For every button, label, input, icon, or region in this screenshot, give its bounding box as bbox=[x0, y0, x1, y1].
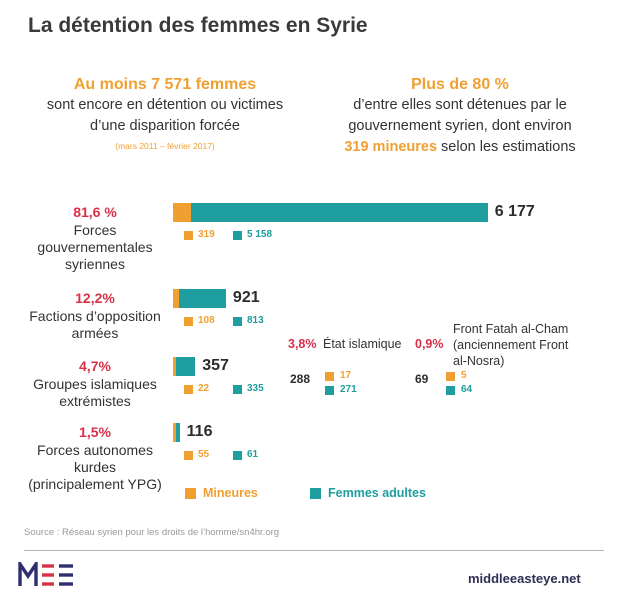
category-label: syriennes bbox=[65, 256, 125, 272]
subgroup-name: al-Nosra) bbox=[453, 354, 505, 368]
subgroup-name: État islamique bbox=[323, 337, 402, 351]
legend-adults-swatch bbox=[310, 488, 321, 499]
page-title: La détention des femmes en Syrie bbox=[28, 14, 368, 37]
minors-count: 22 bbox=[198, 383, 210, 394]
category-percent: 1,5% bbox=[79, 424, 111, 440]
website-link[interactable]: middleeasteye.net bbox=[468, 571, 581, 586]
adults-count: 5 158 bbox=[247, 229, 273, 240]
stat-right-line3: 319 mineures selon les estimations bbox=[310, 137, 610, 158]
subgroup-total: 69 bbox=[415, 372, 429, 386]
legend-minors-swatch bbox=[185, 488, 196, 499]
minors-count: 55 bbox=[198, 449, 210, 460]
category-label: Factions d’opposition bbox=[29, 308, 161, 324]
adults-swatch bbox=[446, 386, 455, 395]
minors-swatch bbox=[446, 372, 455, 381]
bar-total-label: 116 bbox=[186, 423, 213, 440]
minors-swatch bbox=[184, 231, 193, 240]
category-label: extrémistes bbox=[59, 393, 131, 409]
adults-count: 813 bbox=[247, 315, 264, 326]
category-label: kurdes bbox=[73, 459, 117, 475]
category-percent: 81,6 % bbox=[73, 204, 117, 220]
legend-adults-label: Femmes adultes bbox=[328, 486, 426, 500]
stat-left-period: (mars 2011 – février 2017) bbox=[115, 141, 215, 151]
minors-count: 5 bbox=[461, 370, 467, 381]
category-label: armées bbox=[71, 325, 119, 341]
bar-total-label: 921 bbox=[232, 289, 260, 306]
stat-left-line2: d’une disparition forcée bbox=[90, 118, 240, 134]
category-percent: 12,2% bbox=[75, 290, 115, 306]
adults-count: 61 bbox=[247, 449, 259, 460]
category-percent: 4,7% bbox=[79, 358, 111, 374]
adults-swatch bbox=[325, 386, 334, 395]
category-label: Groupes islamiques bbox=[33, 376, 157, 392]
bar-adults bbox=[176, 423, 180, 442]
adults-swatch bbox=[233, 317, 242, 326]
stat-left-line1: sont encore en détention ou victimes bbox=[46, 97, 284, 113]
bar-adults bbox=[179, 289, 226, 308]
subgroup-name: Front Fatah al-Cham bbox=[453, 322, 569, 336]
bar-adults bbox=[176, 357, 196, 376]
adults-count: 64 bbox=[461, 384, 473, 395]
stat-right-line2: gouvernement syrien, dont environ bbox=[348, 118, 572, 134]
category-label: (principalement YPG) bbox=[28, 476, 162, 492]
bar-minors bbox=[173, 423, 177, 442]
bar-minors bbox=[173, 203, 192, 222]
minors-swatch bbox=[184, 385, 193, 394]
category-label: Forces bbox=[73, 222, 117, 238]
minors-swatch bbox=[184, 451, 193, 460]
bar-total-label: 6 177 bbox=[494, 203, 535, 220]
bar-minors bbox=[173, 289, 180, 308]
footer-divider bbox=[24, 550, 604, 551]
stat-left-highlight: Au moins 7 571 femmes bbox=[73, 76, 257, 93]
category-label: Forces autonomes bbox=[37, 442, 153, 458]
source-note: Source : Réseau syrien pour les droits d… bbox=[24, 527, 280, 538]
bar-adults bbox=[191, 203, 488, 222]
adults-count: 271 bbox=[340, 384, 357, 395]
adults-swatch bbox=[233, 385, 242, 394]
category-label: gouvernementales bbox=[37, 239, 153, 255]
minors-count: 319 bbox=[198, 229, 215, 240]
bar-minors bbox=[173, 357, 176, 376]
stat-right-line1: d’entre elles sont détenues par le bbox=[353, 97, 567, 113]
stat-left: Au moins 7 571 femmes sont encore en dét… bbox=[20, 74, 310, 151]
adults-swatch bbox=[233, 451, 242, 460]
adults-swatch bbox=[233, 231, 242, 240]
minors-count: 108 bbox=[198, 315, 215, 326]
subgroup-percent: 0,9% bbox=[415, 337, 444, 351]
stat-right: Plus de 80 % d’entre elles sont détenues… bbox=[310, 74, 610, 158]
minors-swatch bbox=[184, 317, 193, 326]
stat-right-highlight: Plus de 80 % bbox=[411, 76, 509, 93]
bar-total-label: 357 bbox=[202, 357, 229, 374]
subgroup-total: 288 bbox=[290, 372, 311, 386]
stat-right-line3-rest: selon les estimations bbox=[437, 139, 576, 155]
subgroup-name: (anciennement Front bbox=[453, 338, 569, 352]
adults-count: 335 bbox=[247, 383, 264, 394]
mee-logo bbox=[18, 562, 73, 586]
subgroup-percent: 3,8% bbox=[288, 337, 317, 351]
minors-count: 17 bbox=[340, 370, 352, 381]
legend-minors-label: Mineures bbox=[203, 486, 258, 500]
minors-swatch bbox=[325, 372, 334, 381]
stat-right-minors: 319 mineures bbox=[344, 139, 438, 155]
